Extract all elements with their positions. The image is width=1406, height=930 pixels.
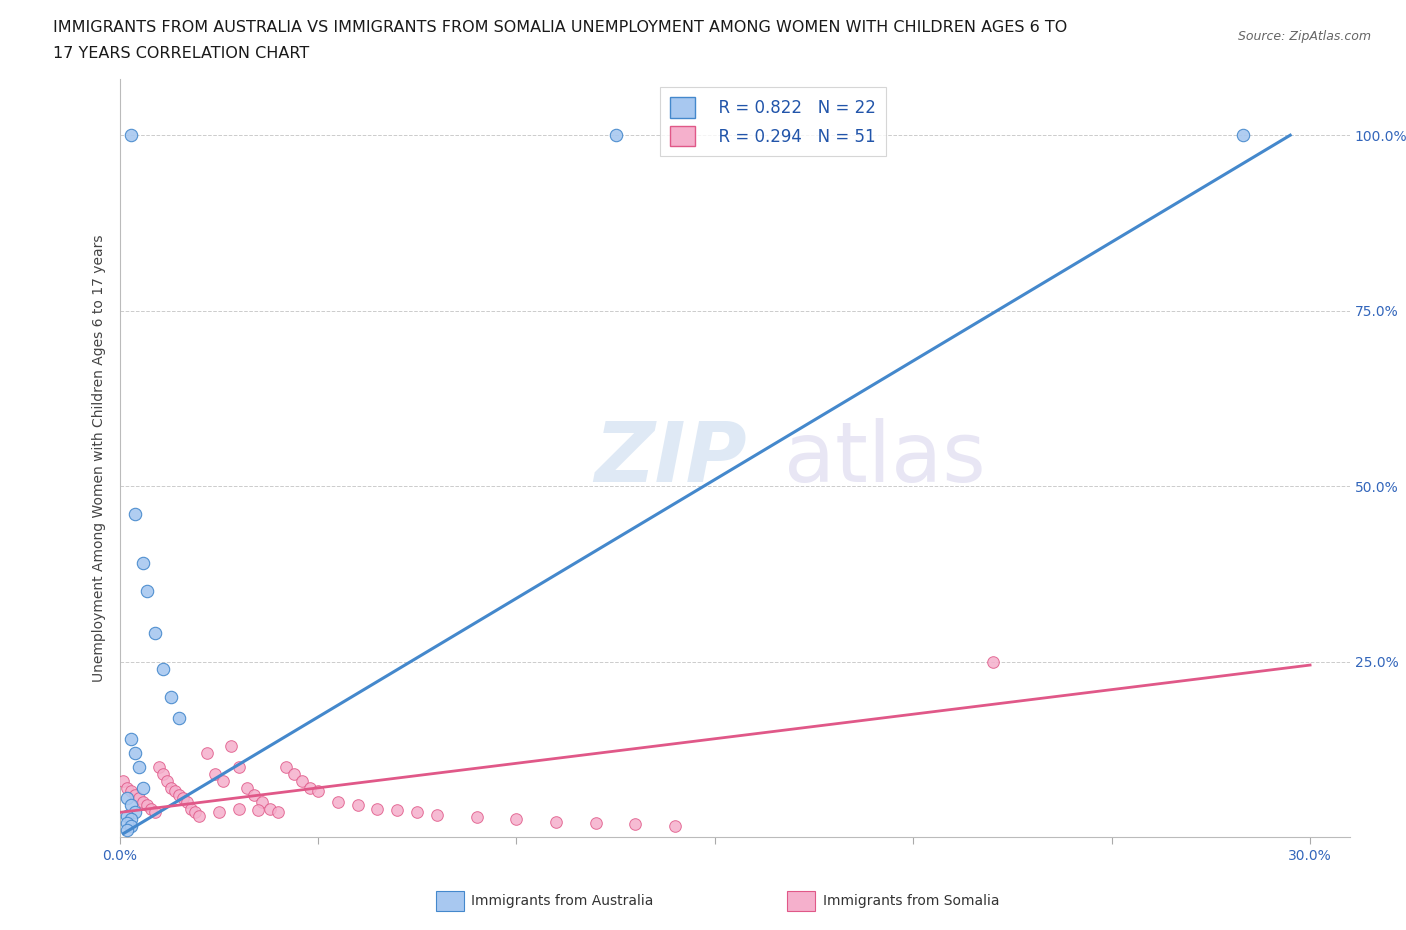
Point bbox=[228, 802, 250, 817]
Point bbox=[120, 819, 142, 834]
Point bbox=[184, 805, 207, 820]
Point bbox=[112, 774, 135, 789]
Point bbox=[219, 738, 242, 753]
Point bbox=[211, 774, 233, 789]
Point bbox=[544, 814, 567, 829]
Point bbox=[228, 760, 250, 775]
Point bbox=[465, 810, 488, 825]
Point bbox=[307, 784, 329, 799]
Point bbox=[167, 711, 190, 725]
Point bbox=[120, 127, 142, 142]
Text: Source: ZipAtlas.com: Source: ZipAtlas.com bbox=[1237, 30, 1371, 43]
Point bbox=[326, 794, 349, 809]
Point bbox=[346, 798, 368, 813]
Point bbox=[141, 802, 163, 817]
Point bbox=[167, 788, 190, 803]
Point bbox=[117, 808, 139, 823]
Point bbox=[585, 816, 607, 830]
Point bbox=[252, 794, 274, 809]
Point bbox=[136, 584, 159, 599]
Point bbox=[204, 766, 226, 781]
Point bbox=[152, 766, 174, 781]
Point bbox=[120, 798, 142, 813]
Point bbox=[160, 780, 183, 795]
Point bbox=[267, 805, 290, 820]
Point bbox=[605, 127, 627, 142]
Point bbox=[276, 760, 298, 775]
Text: 17 YEARS CORRELATION CHART: 17 YEARS CORRELATION CHART bbox=[53, 46, 309, 61]
Text: Immigrants from Australia: Immigrants from Australia bbox=[471, 894, 654, 909]
Point bbox=[298, 780, 321, 795]
Point bbox=[235, 780, 257, 795]
Point bbox=[143, 626, 166, 641]
Point bbox=[387, 803, 409, 817]
Text: Immigrants from Somalia: Immigrants from Somalia bbox=[823, 894, 1000, 909]
Point bbox=[291, 774, 314, 789]
Point bbox=[160, 689, 183, 704]
Point bbox=[172, 790, 194, 805]
Point bbox=[176, 794, 198, 809]
Point bbox=[426, 807, 449, 822]
Text: IMMIGRANTS FROM AUSTRALIA VS IMMIGRANTS FROM SOMALIA UNEMPLOYMENT AMONG WOMEN WI: IMMIGRANTS FROM AUSTRALIA VS IMMIGRANTS … bbox=[53, 20, 1067, 35]
Point bbox=[136, 798, 159, 813]
Point bbox=[156, 774, 179, 789]
Point bbox=[132, 556, 155, 571]
Point bbox=[117, 790, 139, 805]
Point bbox=[1232, 127, 1254, 142]
Point bbox=[664, 819, 686, 834]
Point bbox=[117, 816, 139, 830]
Point bbox=[247, 803, 270, 817]
Point bbox=[120, 812, 142, 827]
Y-axis label: Unemployment Among Women with Children Ages 6 to 17 years: Unemployment Among Women with Children A… bbox=[91, 234, 105, 682]
Point bbox=[165, 784, 187, 799]
Point bbox=[259, 802, 281, 817]
Legend:   R = 0.822   N = 22,   R = 0.294   N = 51: R = 0.822 N = 22, R = 0.294 N = 51 bbox=[659, 87, 886, 156]
Point bbox=[187, 808, 209, 823]
Point bbox=[124, 788, 146, 803]
Point bbox=[128, 790, 150, 805]
Point bbox=[152, 661, 174, 676]
Point bbox=[981, 654, 1004, 669]
Text: ZIP: ZIP bbox=[595, 418, 747, 498]
Text: atlas: atlas bbox=[785, 418, 986, 498]
Point bbox=[624, 817, 647, 831]
Point bbox=[120, 784, 142, 799]
Point bbox=[208, 805, 231, 820]
Point bbox=[124, 507, 146, 522]
Point bbox=[120, 731, 142, 746]
Point bbox=[132, 780, 155, 795]
Point bbox=[143, 805, 166, 820]
Point bbox=[180, 802, 202, 817]
Point bbox=[406, 805, 429, 820]
Point bbox=[117, 822, 139, 837]
Point bbox=[195, 745, 218, 760]
Point bbox=[283, 766, 305, 781]
Point bbox=[148, 760, 170, 775]
Point bbox=[366, 802, 388, 817]
Point bbox=[505, 812, 527, 827]
Point bbox=[124, 805, 146, 820]
Point bbox=[117, 780, 139, 795]
Point bbox=[124, 745, 146, 760]
Point bbox=[132, 794, 155, 809]
Point bbox=[128, 760, 150, 775]
Point bbox=[243, 788, 266, 803]
